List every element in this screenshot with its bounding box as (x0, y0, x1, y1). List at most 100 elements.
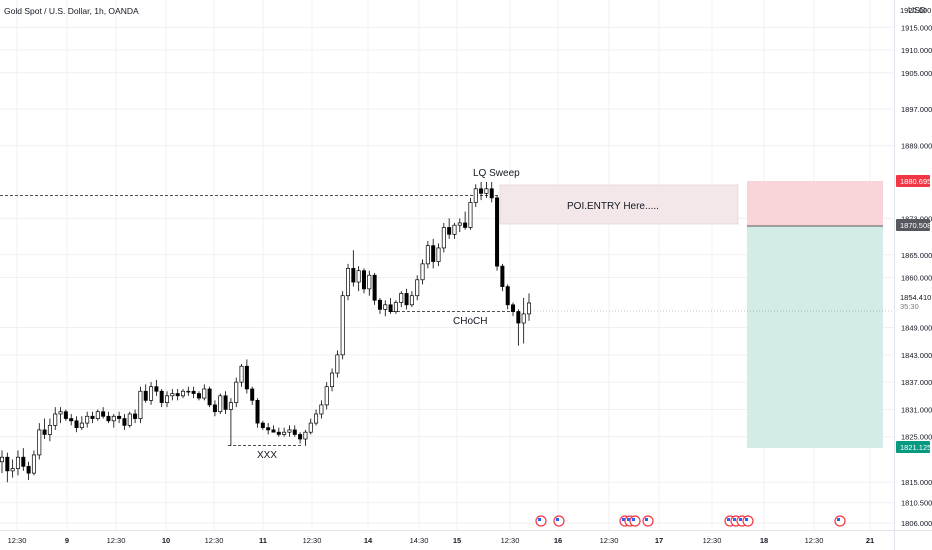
candle (111, 413, 116, 428)
candle-body-bear (447, 227, 452, 235)
price-axis[interactable]: 1915.000 1910.000 1905.000 1897.000 1889.000… (901, 23, 932, 528)
price-tick-label: 1905.000 (901, 69, 932, 78)
candle-body-bull (319, 404, 324, 415)
currency-label[interactable]: USD (908, 5, 926, 15)
flag-canton (645, 518, 648, 521)
candle-body-bear (223, 395, 228, 410)
candle-body-bull (239, 365, 244, 383)
candle (149, 382, 154, 405)
price-tick-label: 1889.000 (901, 142, 932, 151)
candle (399, 291, 404, 308)
candle-body-bull (138, 390, 143, 419)
candle (511, 302, 516, 317)
top-axis-label: 1920.000 (900, 6, 931, 15)
candle-body-bear (133, 413, 138, 419)
stop-loss-zone[interactable] (747, 181, 883, 226)
time-tick-label: 16 (554, 536, 562, 545)
candle (479, 181, 484, 201)
candle-body-bear (505, 286, 510, 306)
candle (15, 450, 20, 476)
candle (154, 379, 159, 396)
candle (212, 400, 217, 417)
candle-body-bear (388, 304, 393, 312)
time-tick-label: 15 (453, 536, 461, 545)
candle-body-bull (335, 354, 340, 374)
candle (143, 384, 148, 403)
candle-body-bull (111, 415, 116, 422)
candle-body-bear (276, 431, 281, 435)
candle (175, 388, 180, 401)
price-tick-label: 1837.000 (901, 378, 932, 387)
candle (117, 411, 122, 424)
candle-body-bull (47, 425, 52, 435)
symbol-title[interactable]: Gold Spot / U.S. Dollar, 1h, OANDA (4, 6, 139, 16)
candle (436, 243, 441, 267)
candle (106, 411, 111, 424)
candle-body-bear (271, 429, 276, 433)
candle-body-bull (10, 468, 15, 472)
candle-body-bull (415, 279, 420, 297)
candle (314, 409, 319, 426)
candle-body-bull (473, 188, 478, 203)
candle (0, 450, 5, 474)
candle-body-bull (186, 390, 191, 393)
candle (319, 400, 324, 419)
candle (10, 459, 15, 478)
poi-box[interactable] (499, 184, 739, 225)
candle (372, 272, 377, 305)
candle-body-bull (314, 413, 319, 424)
candle-body-bear (266, 427, 271, 431)
price-tick-label: 1806.000 (901, 519, 932, 528)
countdown-text: 35:30 (900, 302, 919, 311)
candle (239, 363, 244, 387)
candle (180, 388, 185, 399)
candle-body-bear (292, 429, 297, 435)
candle (383, 300, 388, 317)
candle-body-bear (479, 188, 484, 194)
candle-body-bear (5, 456, 10, 472)
candle (260, 420, 265, 430)
time-tick-label: 11 (259, 536, 267, 545)
candle-body-bear (175, 393, 180, 397)
candle (74, 416, 79, 433)
candle (516, 309, 521, 346)
candle-body-bull (53, 413, 58, 426)
xxx-label: XXX (257, 450, 277, 461)
price-tick-label: 1860.000 (901, 274, 932, 283)
candle (271, 425, 276, 433)
candle-body-bull (95, 411, 100, 419)
candle-body-bull (218, 395, 223, 413)
candle (250, 386, 255, 405)
candle (303, 429, 308, 446)
candle-body-bull (85, 415, 90, 424)
candle (223, 391, 228, 414)
candle-body-bull (346, 268, 351, 297)
candle-body-bull (409, 295, 414, 306)
candle-body-bear (244, 365, 249, 390)
time-tick-label: 18 (760, 536, 768, 545)
candle (282, 427, 287, 437)
take-profit-zone[interactable] (747, 226, 883, 448)
time-tick-label: 12:30 (600, 536, 619, 545)
candle (202, 384, 207, 401)
candle-body-bull (180, 390, 185, 397)
time-tick-label: 17 (655, 536, 663, 545)
candle (159, 388, 164, 408)
candle (415, 275, 420, 301)
candle (79, 416, 84, 430)
candle-body-bull (425, 245, 430, 265)
candle (361, 268, 366, 294)
time-axis[interactable]: 12:30 9 12:30 10 12:30 11 12:30 14 14:30 15 12:30 1… (8, 536, 875, 545)
candle (505, 284, 510, 310)
candle-body-bear (191, 390, 196, 394)
candle (138, 386, 143, 424)
candle (127, 411, 132, 428)
flag-canton (538, 518, 541, 521)
candle-body-bear (495, 197, 500, 267)
candle-body-bear (511, 304, 516, 312)
candle (468, 197, 473, 230)
candle (521, 297, 526, 344)
candle (324, 382, 329, 410)
candle (484, 181, 489, 198)
